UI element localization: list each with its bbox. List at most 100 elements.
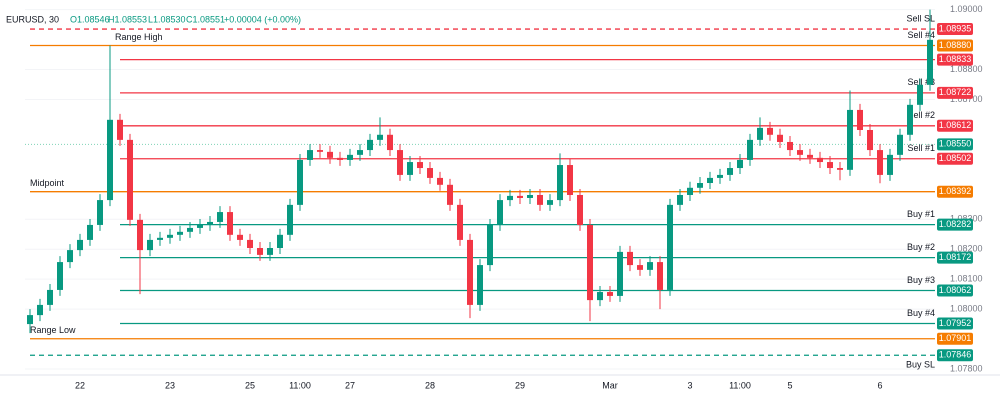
candle-body [67,250,73,263]
candle-body [117,119,123,140]
candle-body [107,119,113,201]
candle-body [697,183,703,188]
candle-body [897,134,903,155]
candle-body [577,194,583,225]
candle-body [787,141,793,151]
candle-body [367,139,373,151]
price-tag-label: 1.07846 [939,350,972,360]
level-name: Sell #2 [907,110,935,120]
candle-body [297,159,303,205]
candle-body [267,248,273,255]
candle-body [457,204,463,240]
candle-body [467,239,473,305]
header-item: O1.08546 [70,14,110,24]
candle-body [927,39,933,85]
price-tag [937,86,973,99]
price-tag [937,218,973,231]
candle-body [797,150,803,155]
candle-body [557,165,563,201]
candle-body [337,157,343,160]
price-tag-label: 1.08172 [939,252,972,262]
candle-body [287,204,293,235]
price-tag-label: 1.08062 [939,285,972,295]
header-item: L1.08530 [148,14,186,24]
price-tag-label: 1.08612 [939,120,972,130]
candle-body [727,168,733,175]
x-tick-label: 29 [515,380,525,390]
candle-body [667,204,673,290]
candle-body [347,154,353,160]
level-name: Buy #2 [907,242,935,252]
x-tick-label: 6 [877,380,882,390]
header-item: H1.08553 [108,14,147,24]
candle-body [437,177,443,185]
price-tag [937,119,973,132]
y-tick-label: 1.09000 [950,4,983,14]
level-name: Buy #4 [907,308,935,318]
candle-body [687,187,693,195]
price-tag [937,138,973,151]
candle-body [327,151,333,158]
candle-body [377,134,383,140]
price-tag-label: 1.08550 [939,139,972,149]
candle-body [357,150,363,155]
candle-body [47,289,53,305]
y-tick-label: 1.08100 [950,274,983,284]
candle-body [877,150,883,175]
candle-body [817,157,823,163]
level-name: Buy SL [906,360,935,370]
x-tick-label: 22 [75,380,85,390]
candle-body [857,109,863,130]
candle-body [617,251,623,296]
candle-body [127,139,133,220]
candle-body [747,139,753,160]
x-tick-label: 25 [245,380,255,390]
candle-body [537,194,543,205]
candle-body [867,129,873,151]
candle-body [397,150,403,175]
price-tag [937,332,973,345]
candle-body [97,200,103,225]
candle-body [887,154,893,175]
candle-body [177,231,183,235]
candle-body [307,150,313,160]
price-tag-label: 1.08935 [939,23,972,33]
level-name: Buy #1 [907,209,935,219]
candle-body [487,224,493,266]
x-tick-label: 3 [687,380,692,390]
price-tag-label: 1.08880 [939,40,972,50]
candle-body [187,227,193,232]
candle-body [157,237,163,240]
x-tick-label: 11:00 [729,380,751,390]
candle-body [237,234,243,240]
candle-body [767,127,773,135]
candle-body [257,248,263,255]
candle-body [317,150,323,152]
price-tag-label: 1.08722 [939,87,972,97]
candle-body [707,177,713,184]
candle-body [607,292,613,296]
candle-body [657,262,663,290]
candle-body [587,224,593,301]
candle-body [737,159,743,169]
candle-body [277,234,283,249]
candle-body [847,109,853,170]
candle-body [547,200,553,205]
price-tag [937,317,973,330]
header-item: C1.08551 [186,14,225,24]
candle-body [527,194,533,198]
candle-body [87,224,93,240]
candle-body [807,154,813,158]
price-tag [937,284,973,297]
x-tick-label: Mar [602,380,618,390]
price-tag [937,39,973,52]
price-tag-label: 1.07952 [939,318,972,328]
price-tag [937,185,973,198]
candle-body [77,239,83,251]
candle-body [717,174,723,178]
y-tick-label: 1.08200 [950,244,983,254]
candle-body [227,212,233,235]
candle-body [827,162,833,169]
